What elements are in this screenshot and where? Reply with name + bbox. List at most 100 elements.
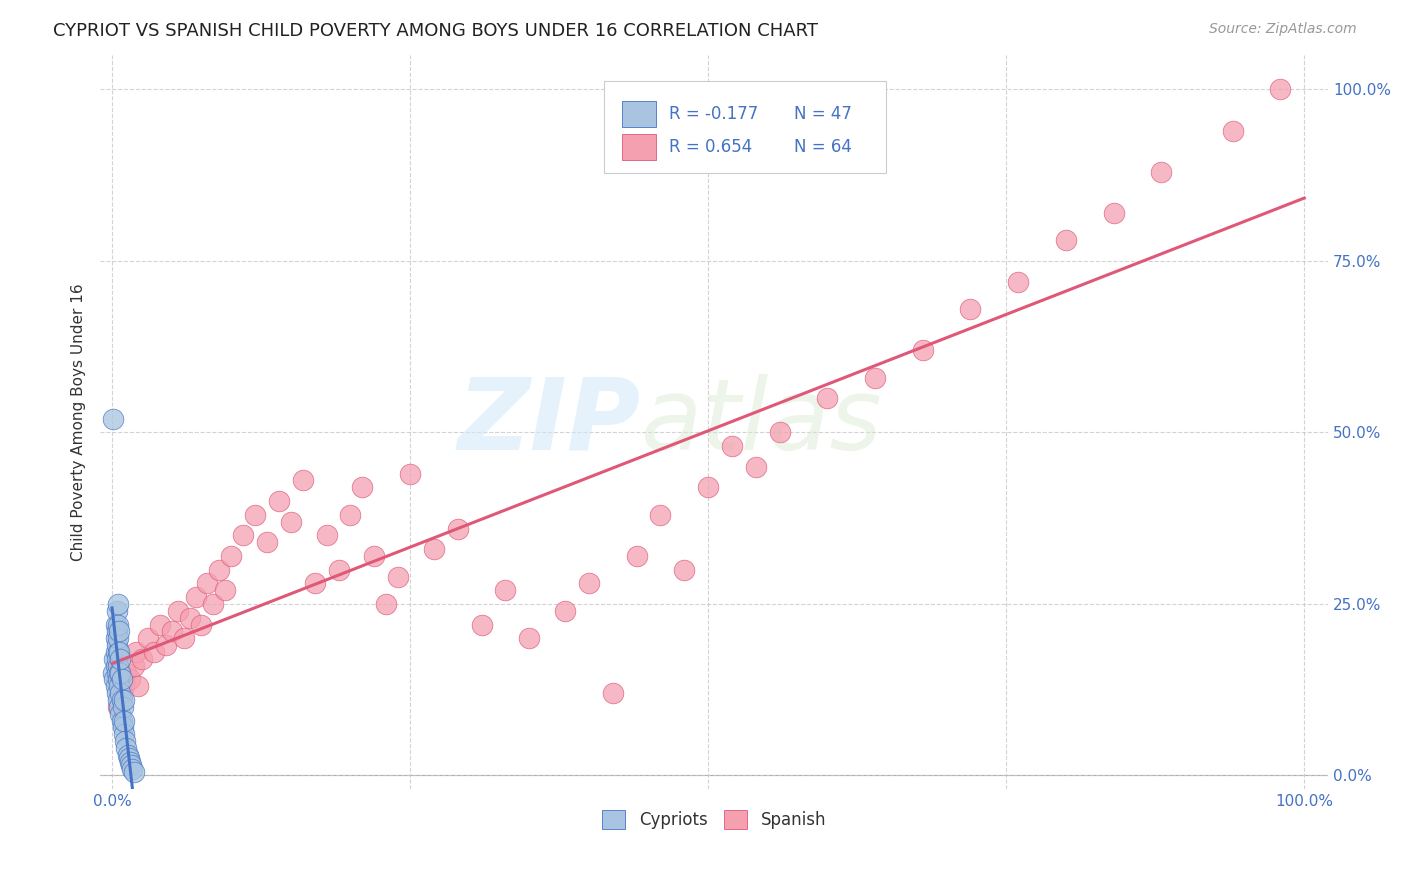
Text: CYPRIOT VS SPANISH CHILD POVERTY AMONG BOYS UNDER 16 CORRELATION CHART: CYPRIOT VS SPANISH CHILD POVERTY AMONG B… <box>53 22 818 40</box>
Point <box>304 576 326 591</box>
Point <box>108 645 131 659</box>
Point <box>110 686 132 700</box>
FancyBboxPatch shape <box>621 135 657 160</box>
Point <box>118 755 141 769</box>
Point <box>110 673 132 687</box>
Point <box>110 706 132 721</box>
Point <box>104 658 127 673</box>
Point <box>673 563 696 577</box>
Point <box>111 699 134 714</box>
Point <box>117 747 139 762</box>
Point <box>650 508 672 522</box>
Point <box>214 583 236 598</box>
Point <box>387 569 409 583</box>
Point <box>105 604 128 618</box>
Point <box>423 542 446 557</box>
Point <box>315 528 337 542</box>
Point <box>105 638 128 652</box>
Point <box>105 624 128 639</box>
Point <box>243 508 266 522</box>
Point <box>626 549 648 563</box>
Point <box>815 391 838 405</box>
Point <box>122 658 145 673</box>
Point <box>107 617 129 632</box>
Point <box>155 638 177 652</box>
Point <box>375 597 398 611</box>
Point <box>107 658 129 673</box>
Point <box>112 727 135 741</box>
Point <box>1222 123 1244 137</box>
Point <box>107 693 129 707</box>
Point <box>107 597 129 611</box>
Point <box>118 751 141 765</box>
Text: atlas: atlas <box>641 374 882 471</box>
Point <box>110 714 132 728</box>
Point <box>280 515 302 529</box>
Point <box>103 665 125 680</box>
Point <box>105 686 128 700</box>
Point <box>578 576 600 591</box>
Text: R = -0.177: R = -0.177 <box>669 105 758 123</box>
FancyBboxPatch shape <box>621 102 657 127</box>
Point <box>110 686 132 700</box>
Point <box>110 652 132 666</box>
Point <box>136 632 159 646</box>
Point <box>120 758 142 772</box>
Point <box>554 604 576 618</box>
Point <box>745 459 768 474</box>
Point <box>219 549 242 563</box>
Point <box>202 597 225 611</box>
Point <box>339 508 361 522</box>
Point <box>911 343 934 358</box>
Point <box>112 693 135 707</box>
Point <box>863 370 886 384</box>
Text: N = 64: N = 64 <box>794 138 852 156</box>
Point <box>107 699 129 714</box>
Legend: Cypriots, Spanish: Cypriots, Spanish <box>595 804 832 836</box>
Point <box>142 645 165 659</box>
Point <box>107 632 129 646</box>
Point <box>127 679 149 693</box>
Point <box>179 610 201 624</box>
Point <box>108 624 131 639</box>
Point <box>328 563 350 577</box>
Point <box>104 617 127 632</box>
Point <box>104 679 127 693</box>
Point <box>697 480 720 494</box>
Point <box>110 665 132 680</box>
Point <box>399 467 422 481</box>
Point <box>495 583 517 598</box>
Point <box>122 765 145 780</box>
Point <box>1007 275 1029 289</box>
Point <box>256 535 278 549</box>
Point <box>363 549 385 563</box>
Point <box>721 439 744 453</box>
Text: R = 0.654: R = 0.654 <box>669 138 752 156</box>
FancyBboxPatch shape <box>603 81 886 172</box>
Point <box>104 632 127 646</box>
Point <box>190 617 212 632</box>
Text: ZIP: ZIP <box>457 374 641 471</box>
Point <box>103 652 125 666</box>
Point <box>118 673 141 687</box>
Point <box>160 624 183 639</box>
Point <box>104 645 127 659</box>
Point <box>471 617 494 632</box>
Point <box>291 474 314 488</box>
Point <box>107 673 129 687</box>
Point <box>352 480 374 494</box>
Y-axis label: Child Poverty Among Boys Under 16: Child Poverty Among Boys Under 16 <box>72 284 86 561</box>
Point <box>267 494 290 508</box>
Point <box>602 686 624 700</box>
Point <box>112 714 135 728</box>
Point <box>173 632 195 646</box>
Point <box>110 693 132 707</box>
Point <box>517 632 540 646</box>
Point <box>115 665 138 680</box>
Point <box>959 301 981 316</box>
Point <box>1054 233 1077 247</box>
Point <box>108 699 131 714</box>
Point <box>107 645 129 659</box>
Text: N = 47: N = 47 <box>794 105 852 123</box>
Point <box>108 679 131 693</box>
